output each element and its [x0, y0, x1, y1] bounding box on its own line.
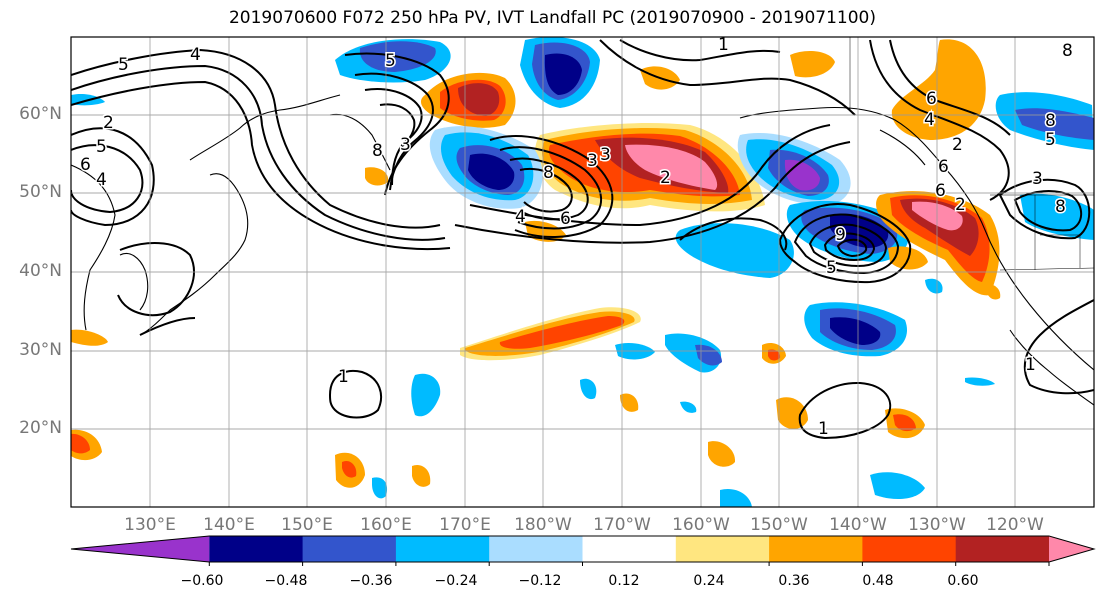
contour-label: 5 [1045, 130, 1056, 150]
lon-label: 170°W [593, 515, 651, 535]
contour-label: 1 [718, 35, 729, 55]
colorbar-segment [489, 536, 583, 562]
map-title: 2019070600 F072 250 hPa PV, IVT Landfall… [228, 8, 876, 28]
lon-label: 160°W [672, 515, 730, 535]
colorbar-segment [582, 536, 677, 562]
lon-label: 140°E [203, 515, 255, 535]
lat-label-40n: 40°N [19, 261, 62, 281]
contour-label: 3 [1032, 169, 1043, 189]
boundaries [849, 37, 1094, 271]
colorbar-segment [302, 536, 397, 562]
contour-label: 6 [935, 181, 946, 201]
contour-label: 2 [660, 168, 671, 188]
colorbar-tick-label: −0.12 [518, 573, 562, 589]
contour-label: 2 [955, 195, 966, 215]
map-frame [70, 36, 1095, 508]
lon-label: 150°E [281, 515, 333, 535]
contour-label: 5 [385, 51, 396, 71]
contour-labels: 5 4 2 5 4 6 5 1 6 8 3 2 8 3 3 2 4 6 8 5 … [79, 35, 1075, 441]
coastlines [71, 94, 1094, 406]
colorbar-tick-label: −0.60 [180, 573, 224, 589]
contour-label: 4 [190, 45, 201, 65]
graticule [71, 37, 1094, 507]
lat-label-50n: 50°N [19, 182, 62, 202]
contour-label: 8 [1045, 111, 1056, 131]
colorbar-segment [209, 536, 304, 562]
contour-label: 4 [515, 207, 526, 227]
colorbar-tick-label: 0.60 [947, 573, 979, 589]
lon-label: 130°E [124, 515, 176, 535]
contour-label: 1 [338, 367, 349, 387]
colorbar-tick-label: 0.48 [862, 573, 894, 589]
lon-label: 120°W [986, 515, 1044, 535]
contour-label: 1 [1025, 355, 1036, 375]
colorbar-segment [769, 536, 863, 562]
contour-label: 6 [926, 89, 937, 109]
contour-label: 2 [952, 135, 963, 155]
colorbar-tick-label: −0.36 [349, 573, 393, 589]
lon-label: 140°W [829, 515, 887, 535]
lon-label: 150°W [750, 515, 808, 535]
contour-label: 5 [96, 137, 107, 157]
lat-label-20n: 20°N [19, 418, 62, 438]
colorbar-tick-label: −0.24 [434, 573, 478, 589]
colorbar-extend-low [71, 536, 210, 562]
map-content: 5 4 2 5 4 6 5 1 6 8 3 2 8 3 3 2 4 6 8 5 … [71, 35, 1094, 507]
lat-label-60n: 60°N [19, 104, 62, 124]
colorbar-segment [395, 536, 490, 562]
colorbar-tick-label: −0.48 [264, 573, 308, 589]
colorbar-segment [955, 536, 1050, 562]
contour-label: 4 [96, 170, 107, 190]
colorbar-tick-label: 0.12 [608, 573, 640, 589]
contour-label: 5 [826, 258, 837, 278]
colorbar-segment [675, 536, 770, 562]
colorbar-tick-label: 0.36 [778, 573, 810, 589]
contour-label: 4 [924, 110, 935, 130]
contour-label: 6 [938, 157, 949, 177]
colorbar-tick-label: 0.24 [693, 573, 725, 589]
colorbar-segment [862, 536, 957, 562]
contour-label: 8 [543, 163, 554, 183]
contour-label: 2 [103, 113, 114, 133]
contour-label: 8 [1062, 41, 1073, 61]
colorbar [70, 535, 1096, 566]
contour-label: 6 [80, 155, 91, 175]
contour-label: 5 [118, 55, 129, 75]
contour-label: 8 [1055, 197, 1066, 217]
lon-label: 180°W [514, 515, 572, 535]
lon-label: 170°E [439, 515, 491, 535]
colorbar-extend-high [1049, 536, 1094, 562]
contour-label: 1 [818, 419, 829, 439]
lon-label: 160°E [360, 515, 412, 535]
contour-label: 9 [835, 225, 846, 245]
contour-label: 3 [400, 135, 411, 155]
contour-label: 3 [600, 145, 611, 165]
pv-contours [71, 39, 1094, 440]
contour-label: 3 [587, 151, 598, 171]
lat-label-30n: 30°N [19, 340, 62, 360]
lon-label: 130°W [908, 515, 966, 535]
contour-label: 8 [372, 141, 383, 161]
contour-label: 6 [560, 209, 571, 229]
